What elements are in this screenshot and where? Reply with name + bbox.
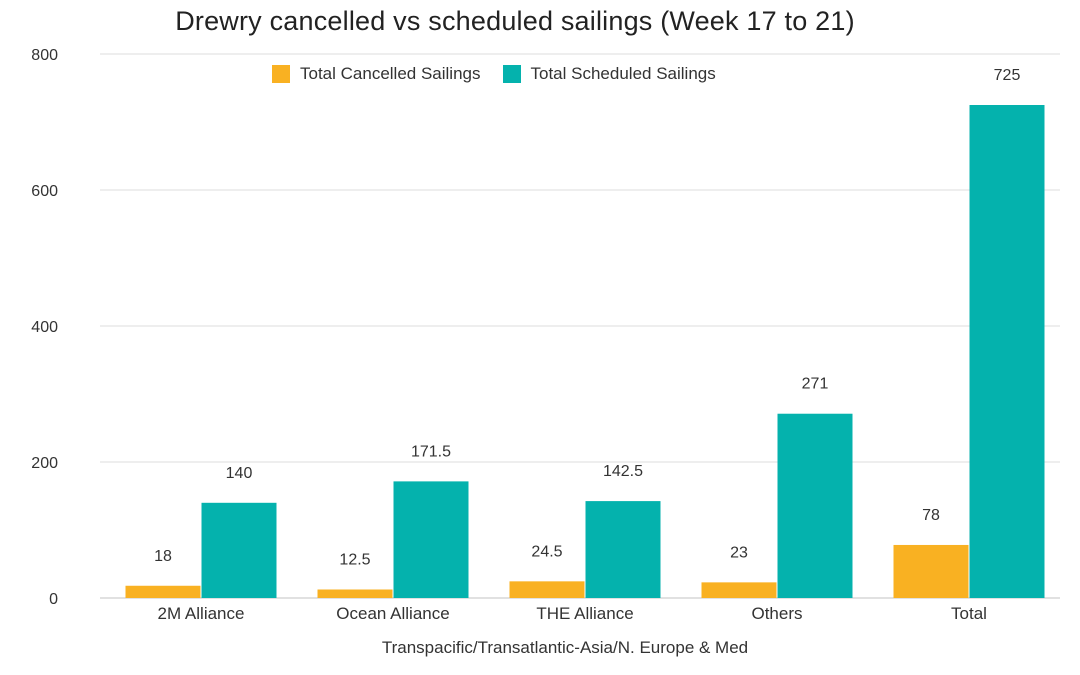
data-label-scheduled-3: 271 xyxy=(802,376,829,393)
x-tick-label-2: THE Alliance xyxy=(536,604,633,623)
legend-item-scheduled[interactable]: Total Scheduled Sailings xyxy=(502,64,716,84)
bar-scheduled-1 xyxy=(393,481,469,598)
chart-title: Drewry cancelled vs scheduled sailings (… xyxy=(175,6,855,36)
legend-label-scheduled: Total Scheduled Sailings xyxy=(530,64,716,83)
bar-scheduled-3 xyxy=(777,413,853,598)
x-tick-label-1: Ocean Alliance xyxy=(336,604,449,623)
bar-cancelled-0 xyxy=(125,585,201,598)
x-tick-label-4: Total xyxy=(951,604,987,623)
bar-cancelled-2 xyxy=(509,581,585,598)
y-tick-label-200: 200 xyxy=(31,455,58,472)
x-axis-label: Transpacific/Transatlantic-Asia/N. Europ… xyxy=(381,638,749,657)
y-tick-label-0: 0 xyxy=(49,591,58,608)
y-tick-label-800: 800 xyxy=(31,47,58,64)
data-label-cancelled-3: 23 xyxy=(730,544,748,561)
data-label-scheduled-4: 725 xyxy=(994,67,1021,84)
data-label-cancelled-0: 18 xyxy=(154,548,172,565)
bar-cancelled-3 xyxy=(701,582,777,598)
legend-swatch-scheduled xyxy=(502,65,521,83)
y-tick-label-600: 600 xyxy=(31,183,58,200)
bar-scheduled-4 xyxy=(969,105,1045,598)
bar-cancelled-1 xyxy=(317,589,393,598)
data-label-scheduled-0: 140 xyxy=(226,465,253,482)
bar-scheduled-0 xyxy=(201,502,277,598)
data-label-cancelled-2: 24.5 xyxy=(531,543,562,560)
data-label-cancelled-1: 12.5 xyxy=(339,552,370,569)
legend-item-cancelled[interactable]: Total Cancelled Sailings xyxy=(272,64,481,84)
data-label-cancelled-4: 78 xyxy=(922,507,940,524)
x-tick-label-0: 2M Alliance xyxy=(158,604,245,623)
x-tick-label-3: Others xyxy=(751,604,802,623)
legend-label-cancelled: Total Cancelled Sailings xyxy=(300,64,481,83)
data-label-scheduled-1: 171.5 xyxy=(411,443,451,460)
data-label-scheduled-2: 142.5 xyxy=(603,463,643,480)
bar-scheduled-2 xyxy=(585,501,661,598)
bar-cancelled-4 xyxy=(893,544,969,598)
chart-legend: Total Cancelled Sailings Total Scheduled… xyxy=(272,64,738,84)
legend-swatch-cancelled xyxy=(272,65,290,83)
y-tick-label-400: 400 xyxy=(31,319,58,336)
